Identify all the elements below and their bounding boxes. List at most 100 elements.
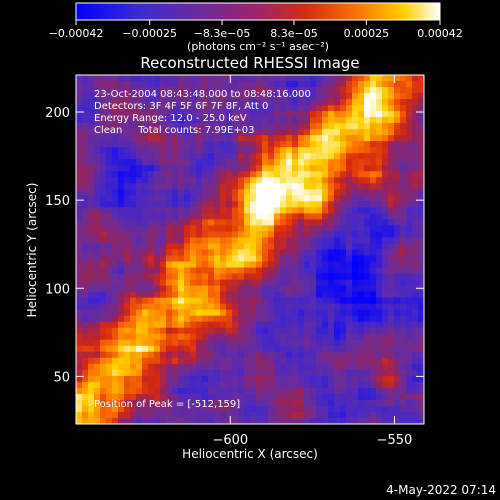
- heatmap-cell: [214, 81, 221, 88]
- heatmap-cell: [220, 225, 227, 232]
- heatmap-cell: [148, 255, 155, 262]
- heatmap-cell: [364, 225, 371, 232]
- heatmap-cell: [418, 267, 425, 274]
- heatmap-cell: [418, 219, 425, 226]
- heatmap-cell: [196, 81, 203, 88]
- heatmap-cell: [376, 213, 383, 220]
- heatmap-cell: [106, 171, 113, 178]
- heatmap-cell: [130, 321, 137, 329]
- heatmap-cell: [232, 189, 239, 196]
- heatmap-cell: [208, 417, 215, 425]
- heatmap-cell: [82, 177, 89, 184]
- heatmap-cell: [136, 177, 143, 184]
- heatmap-cell: [406, 213, 413, 220]
- heatmap-cell: [220, 255, 227, 262]
- heatmap-cell: [418, 387, 425, 395]
- heatmap-cell: [118, 273, 125, 280]
- heatmap-cell: [322, 249, 329, 256]
- heatmap-cell: [364, 261, 371, 268]
- heatmap-cell: [310, 267, 317, 274]
- heatmap-cell: [340, 165, 347, 172]
- heatmap-cell: [184, 93, 191, 100]
- heatmap-cell: [124, 405, 131, 413]
- heatmap-cell: [256, 267, 263, 274]
- heatmap-cell: [394, 261, 401, 268]
- heatmap-cell: [286, 405, 293, 413]
- heatmap-cell: [364, 123, 371, 130]
- heatmap-cell: [364, 93, 371, 100]
- heatmap-cell: [394, 327, 401, 335]
- heatmap-cell: [286, 357, 293, 365]
- heatmap-cell: [400, 315, 407, 323]
- heatmap-cell: [142, 165, 149, 172]
- heatmap-cell: [286, 273, 293, 280]
- heatmap-cell: [298, 111, 305, 118]
- heatmap-cell: [370, 261, 377, 268]
- heatmap-cell: [382, 177, 389, 184]
- heatmap-cell: [130, 297, 137, 305]
- heatmap-cell: [376, 267, 383, 274]
- heatmap-cell: [262, 225, 269, 232]
- colorbar-tick-label: −8.3e−05: [194, 27, 251, 40]
- heatmap-cell: [190, 309, 197, 317]
- heatmap-cell: [262, 219, 269, 226]
- heatmap-cell: [100, 291, 107, 299]
- heatmap-cell: [310, 147, 317, 154]
- heatmap-cell: [346, 159, 353, 166]
- heatmap-cell: [112, 345, 119, 353]
- heatmap-cell: [304, 135, 311, 142]
- heatmap-cell: [346, 333, 353, 341]
- heatmap-cell: [82, 129, 89, 136]
- heatmap-cell: [418, 171, 425, 178]
- heatmap-cell: [262, 81, 269, 88]
- heatmap-cell: [262, 411, 269, 419]
- heatmap-cell: [202, 171, 209, 178]
- heatmap-cell: [166, 303, 173, 311]
- heatmap-cell: [166, 357, 173, 365]
- heatmap-cell: [76, 411, 83, 419]
- heatmap-cell: [202, 225, 209, 232]
- heatmap-cell: [184, 267, 191, 274]
- heatmap-cell: [238, 351, 245, 359]
- heatmap-cell: [334, 369, 341, 377]
- heatmap-cell: [304, 237, 311, 244]
- heatmap-cell: [370, 243, 377, 250]
- heatmap-cell: [352, 279, 359, 287]
- heatmap-cell: [208, 225, 215, 232]
- heatmap-cell: [274, 327, 281, 335]
- heatmap-cell: [298, 387, 305, 395]
- heatmap-cell: [112, 399, 119, 407]
- heatmap-cell: [310, 333, 317, 341]
- heatmap-cell: [136, 297, 143, 305]
- heatmap-cell: [262, 345, 269, 353]
- heatmap-cell: [136, 105, 143, 112]
- heatmap-cell: [274, 159, 281, 166]
- heatmap-cell: [412, 303, 419, 311]
- heatmap-cell: [166, 345, 173, 353]
- heatmap-cell: [88, 255, 95, 262]
- heatmap-cell: [394, 87, 401, 94]
- heatmap-cell: [382, 123, 389, 130]
- heatmap-cell: [226, 267, 233, 274]
- heatmap-cell: [214, 303, 221, 311]
- heatmap-cell: [100, 159, 107, 166]
- heatmap-cell: [88, 279, 95, 287]
- heatmap-cell: [400, 177, 407, 184]
- heatmap-cell: [106, 141, 113, 148]
- heatmap-cell: [232, 369, 239, 377]
- heatmap-cell: [250, 105, 257, 112]
- heatmap-cell: [172, 183, 179, 190]
- heatmap-cell: [124, 153, 131, 160]
- heatmap-cell: [262, 177, 269, 184]
- heatmap-cell: [148, 105, 155, 112]
- heatmap-cell: [232, 303, 239, 311]
- heatmap-cell: [352, 411, 359, 419]
- heatmap-cell: [142, 159, 149, 166]
- heatmap-cell: [118, 237, 125, 244]
- heatmap-cell: [310, 207, 317, 214]
- heatmap-cell: [220, 147, 227, 154]
- heatmap-cell: [370, 177, 377, 184]
- heatmap-cell: [232, 261, 239, 268]
- heatmap-cell: [346, 285, 353, 293]
- heatmap-cell: [238, 129, 245, 136]
